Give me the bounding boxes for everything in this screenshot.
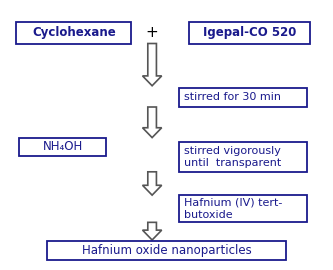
FancyBboxPatch shape [189, 22, 310, 44]
FancyBboxPatch shape [179, 195, 307, 222]
Text: stirred vigorously
until  transparent: stirred vigorously until transparent [184, 146, 281, 168]
FancyBboxPatch shape [179, 88, 307, 107]
Polygon shape [143, 222, 162, 240]
FancyBboxPatch shape [16, 22, 131, 44]
Text: +: + [146, 25, 159, 40]
FancyBboxPatch shape [47, 241, 286, 260]
FancyBboxPatch shape [19, 138, 106, 156]
FancyBboxPatch shape [179, 142, 307, 172]
Text: NH₄OH: NH₄OH [43, 140, 83, 153]
Polygon shape [143, 43, 162, 86]
Text: stirred for 30 min: stirred for 30 min [184, 92, 281, 102]
Text: Hafnium oxide nanoparticles: Hafnium oxide nanoparticles [82, 244, 251, 257]
Polygon shape [143, 107, 162, 138]
Text: Igepal-CO 520: Igepal-CO 520 [203, 26, 296, 39]
Polygon shape [143, 172, 162, 195]
Text: Hafnium (IV) tert-
butoxide: Hafnium (IV) tert- butoxide [184, 198, 282, 220]
Text: Cyclohexane: Cyclohexane [32, 26, 116, 39]
